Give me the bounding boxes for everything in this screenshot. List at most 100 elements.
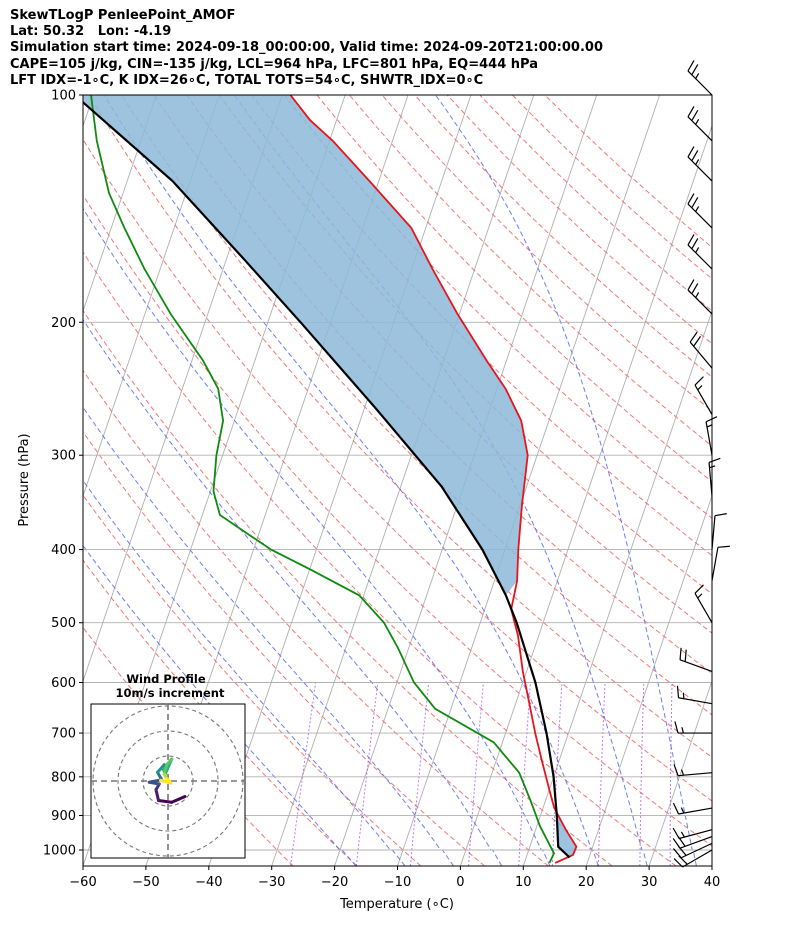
barb-flag (714, 513, 727, 517)
barb-flag (694, 584, 704, 594)
barb-flag (679, 647, 682, 660)
barb-flag (705, 416, 718, 423)
chart-title: SkewTLogP PenleePoint_AMOF (10, 8, 236, 23)
dry-adiabat (121, 95, 712, 716)
mixing-ratio-line (290, 682, 317, 866)
wind-barb (687, 60, 713, 96)
mixing-ratio-line (639, 682, 645, 866)
wind-barb (705, 416, 718, 456)
dry-adiabat (349, 95, 712, 447)
barb-staff (687, 244, 713, 270)
barb-flag (694, 376, 704, 386)
isotherm-line (83, 95, 157, 313)
inset-subtitle: 10m/s increment (116, 686, 225, 700)
wind-barbs (672, 60, 730, 868)
cin-shading (554, 808, 577, 863)
barb-staff (708, 462, 713, 497)
isotherm-line (208, 95, 472, 866)
barb-flag (673, 764, 679, 776)
y-tick-label: 700 (51, 727, 76, 742)
dry-adiabat (479, 95, 712, 312)
barb-flag (695, 73, 700, 79)
barb-flag (695, 292, 700, 298)
barb-flag (680, 769, 685, 776)
y-axis: 1000 900 800 700 600 500 400 300 200 100 (43, 89, 83, 859)
wind-barb (673, 849, 713, 868)
barb-flag (691, 283, 699, 295)
wind-barb (708, 457, 721, 497)
x-tick-label: 20 (578, 875, 595, 890)
hodograph-inset: Wind Profile 10m/s increment (90, 672, 246, 859)
barb-flag (673, 858, 683, 868)
barb-flag (691, 238, 699, 250)
wind-barb (694, 584, 713, 624)
wind-barb (687, 279, 713, 315)
wind-barb (674, 721, 712, 734)
dry-adiabat (83, 369, 549, 866)
wind-barb (676, 685, 713, 705)
dry-adiabat (83, 251, 677, 866)
barb-flag (695, 159, 700, 165)
x-tick-label: 0 (456, 875, 464, 890)
barb-staff (680, 842, 713, 859)
barb-flag (687, 193, 695, 205)
x-tick-label: −60 (69, 875, 96, 890)
mixing-ratio-line (597, 682, 606, 866)
parcel-line (83, 100, 571, 859)
barb-flag (678, 855, 688, 865)
hodograph-segment (170, 795, 187, 804)
y-tick-label: 1000 (43, 844, 76, 859)
barb-flag (717, 545, 730, 548)
x-tick-label: −30 (258, 875, 285, 890)
dry-adiabat (83, 559, 358, 866)
barb-flag (677, 845, 687, 856)
barb-flag (689, 331, 698, 343)
barb-flag (691, 64, 699, 76)
y-tick-label: 500 (51, 616, 76, 631)
wind-barb (679, 647, 713, 672)
mixing-ratio-line (355, 682, 379, 866)
hodograph-segment (162, 763, 169, 776)
cape-area (83, 95, 577, 863)
barb-flag (687, 106, 695, 118)
barb-flag (677, 836, 686, 847)
dry-adiabat (83, 194, 712, 847)
barb-staff (687, 156, 713, 182)
y-axis-label: Pressure (hPa) (17, 433, 32, 526)
dry-adiabat (83, 431, 485, 866)
barb-flag (695, 206, 700, 212)
dry-adiabat (284, 95, 712, 519)
isotherm-line (83, 95, 94, 128)
isotherm-line (459, 124, 712, 866)
wind-barb (687, 193, 713, 229)
wind-barb (687, 234, 713, 270)
barb-staff (687, 70, 713, 96)
wind-barb (673, 764, 713, 777)
barb-flag (693, 336, 702, 347)
isotherm-line (648, 679, 712, 866)
barb-flag (684, 649, 687, 662)
barb-flag (682, 692, 685, 699)
wind-barb (687, 106, 713, 142)
y-tick-label: 600 (51, 676, 76, 691)
cape-line: CAPE=105 j/kg, CIN=-135 j/kg, LCL=964 hP… (10, 56, 538, 72)
barb-flag (697, 385, 703, 391)
barb-staff (689, 341, 713, 369)
hodograph-segment (157, 799, 174, 804)
x-tick-label: −20 (321, 875, 348, 890)
mixing-ratio-line (518, 682, 531, 866)
barb-staff (678, 807, 713, 815)
mixing-ratio-line (468, 682, 484, 866)
barb-staff (705, 421, 713, 456)
barb-flag (687, 279, 695, 291)
x-tick-label: −50 (132, 875, 159, 890)
wind-barb (711, 513, 727, 550)
moist-adiabat (103, 95, 599, 866)
barb-staff (678, 697, 713, 705)
barb-flag (687, 234, 695, 246)
mixing-ratio-line (669, 682, 673, 866)
barb-flag (676, 685, 680, 698)
y-tick-label: 100 (51, 89, 76, 104)
time-line: Simulation start time: 2024-09-18_00:00:… (10, 40, 603, 56)
